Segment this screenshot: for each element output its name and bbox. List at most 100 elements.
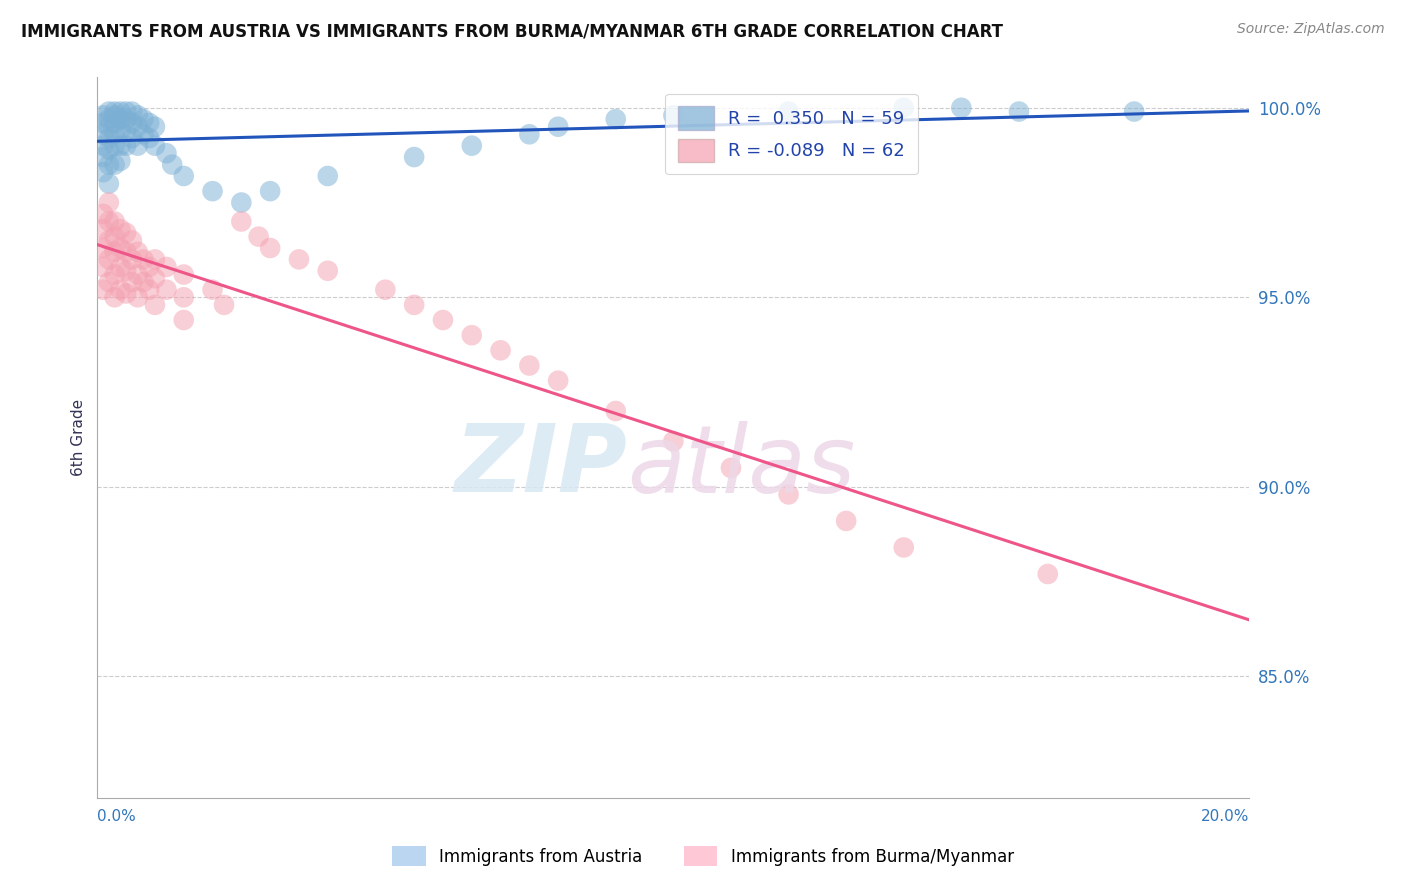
- Point: [404, 150, 426, 164]
- Point: [173, 268, 195, 282]
- Point: [489, 343, 512, 358]
- Point: [97, 143, 120, 157]
- Legend: R =  0.350   N = 59, R = -0.089   N = 62: R = 0.350 N = 59, R = -0.089 N = 62: [665, 94, 918, 174]
- Point: [91, 241, 114, 255]
- Point: [247, 229, 270, 244]
- Point: [605, 404, 627, 418]
- Point: [835, 514, 858, 528]
- Point: [201, 184, 224, 198]
- Point: [138, 283, 160, 297]
- Point: [104, 214, 127, 228]
- Point: [91, 165, 114, 179]
- Point: [173, 313, 195, 327]
- Point: [97, 252, 120, 267]
- Point: [173, 169, 195, 183]
- Point: [91, 116, 114, 130]
- Point: [97, 131, 120, 145]
- Text: ZIP: ZIP: [454, 420, 627, 512]
- Point: [97, 195, 120, 210]
- Point: [662, 108, 685, 122]
- Point: [127, 244, 149, 259]
- Point: [97, 275, 120, 289]
- Point: [231, 195, 253, 210]
- Point: [104, 244, 127, 259]
- Point: [404, 298, 426, 312]
- Point: [121, 275, 143, 289]
- Point: [127, 268, 149, 282]
- Point: [132, 112, 155, 127]
- Point: [160, 158, 183, 172]
- Point: [121, 116, 143, 130]
- Legend: Immigrants from Austria, Immigrants from Burma/Myanmar: Immigrants from Austria, Immigrants from…: [385, 839, 1021, 873]
- Point: [173, 290, 195, 304]
- Point: [115, 112, 138, 127]
- Point: [1008, 104, 1031, 119]
- Point: [110, 222, 132, 236]
- Point: [121, 252, 143, 267]
- Point: [91, 138, 114, 153]
- Point: [104, 116, 127, 130]
- Point: [115, 104, 138, 119]
- Point: [127, 108, 149, 122]
- Point: [316, 264, 339, 278]
- Text: 20.0%: 20.0%: [1201, 809, 1250, 824]
- Point: [778, 487, 800, 501]
- Point: [132, 252, 155, 267]
- Point: [517, 128, 540, 142]
- Point: [132, 128, 155, 142]
- Point: [115, 138, 138, 153]
- Point: [132, 275, 155, 289]
- Point: [110, 153, 132, 168]
- Point: [97, 120, 120, 134]
- Point: [104, 229, 127, 244]
- Point: [374, 283, 396, 297]
- Point: [461, 328, 484, 343]
- Point: [662, 434, 685, 449]
- Point: [212, 298, 235, 312]
- Point: [127, 290, 149, 304]
- Point: [97, 104, 120, 119]
- Text: atlas: atlas: [627, 421, 855, 512]
- Point: [115, 264, 138, 278]
- Point: [115, 226, 138, 240]
- Point: [104, 108, 127, 122]
- Point: [91, 207, 114, 221]
- Point: [91, 128, 114, 142]
- Point: [110, 112, 132, 127]
- Point: [97, 177, 120, 191]
- Point: [121, 234, 143, 248]
- Point: [155, 283, 177, 297]
- Point: [143, 138, 166, 153]
- Point: [143, 298, 166, 312]
- Point: [143, 252, 166, 267]
- Point: [127, 138, 149, 153]
- Point: [91, 222, 114, 236]
- Point: [97, 214, 120, 228]
- Point: [115, 244, 138, 259]
- Point: [778, 104, 800, 119]
- Point: [138, 260, 160, 274]
- Point: [432, 313, 454, 327]
- Point: [259, 241, 281, 255]
- Point: [97, 234, 120, 248]
- Point: [547, 374, 569, 388]
- Point: [720, 461, 742, 475]
- Text: IMMIGRANTS FROM AUSTRIA VS IMMIGRANTS FROM BURMA/MYANMAR 6TH GRADE CORRELATION C: IMMIGRANTS FROM AUSTRIA VS IMMIGRANTS FR…: [21, 22, 1002, 40]
- Point: [110, 260, 132, 274]
- Point: [110, 123, 132, 137]
- Point: [104, 104, 127, 119]
- Point: [104, 138, 127, 153]
- Point: [316, 169, 339, 183]
- Point: [893, 101, 915, 115]
- Point: [91, 150, 114, 164]
- Point: [115, 123, 138, 137]
- Point: [121, 104, 143, 119]
- Point: [1123, 104, 1146, 119]
- Point: [110, 241, 132, 255]
- Point: [110, 138, 132, 153]
- Point: [143, 120, 166, 134]
- Point: [121, 131, 143, 145]
- Point: [104, 268, 127, 282]
- Point: [155, 146, 177, 161]
- Point: [115, 286, 138, 301]
